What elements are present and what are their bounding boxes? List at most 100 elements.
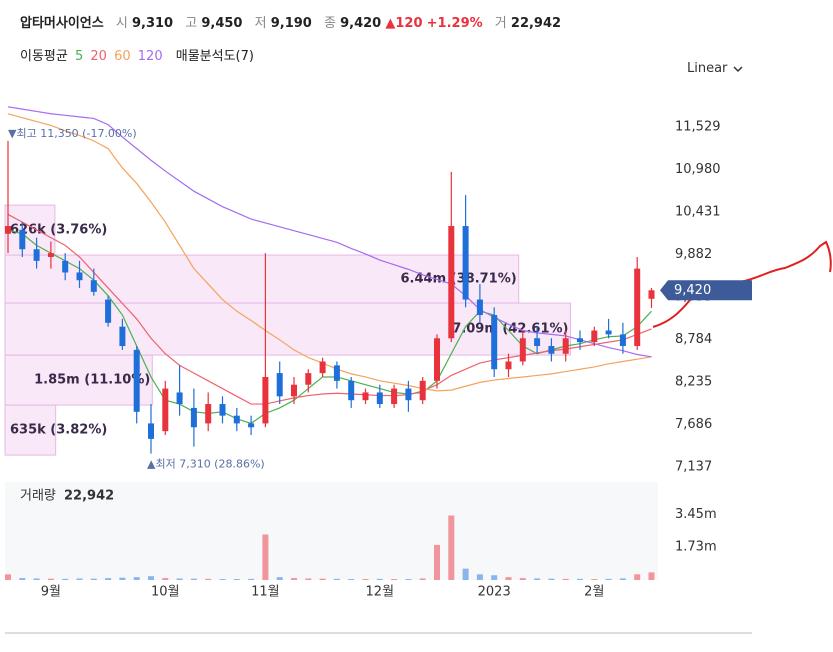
y-tick-label: 11,529 <box>675 120 721 135</box>
x-tick-label: 2월 <box>584 585 604 600</box>
volume-bar <box>419 578 426 580</box>
candle-body <box>305 373 312 385</box>
candle-body <box>348 380 355 401</box>
candle-body <box>419 380 426 401</box>
ma-line <box>7 113 652 392</box>
volume-bar <box>476 574 483 580</box>
volume-bar <box>362 579 369 580</box>
field-value: 9,310 <box>131 16 174 31</box>
volume-bar <box>47 578 54 580</box>
candle-body <box>333 365 340 381</box>
candle-body <box>405 388 412 401</box>
volume-bar <box>5 574 11 580</box>
field-value: 9,190 <box>270 16 312 31</box>
candle-body <box>462 226 469 300</box>
volume-bar <box>462 568 469 580</box>
ma-line <box>7 106 652 358</box>
candle-body <box>262 376 269 424</box>
volume-bar <box>405 579 412 580</box>
y-tick-label: 10,431 <box>675 205 721 220</box>
x-tick-label: 10월 <box>151 585 180 600</box>
volume-bar <box>648 572 655 580</box>
profile-label[interactable]: 매물분석도(7) <box>175 49 254 64</box>
candle-body <box>62 260 69 273</box>
candle-body <box>619 334 626 347</box>
volume-bar <box>376 578 383 580</box>
candle-body <box>47 253 54 257</box>
volume-bar <box>33 578 40 580</box>
candle-body <box>162 388 169 432</box>
candle-body <box>276 373 283 397</box>
candle-body <box>519 338 526 362</box>
candle-body <box>90 280 97 292</box>
volume-bar <box>19 578 26 580</box>
toolbar: 이동평균 5 20 60 120 매물분석도(7) <box>20 45 257 64</box>
profile-bar <box>4 404 57 456</box>
volume-bar <box>233 579 240 580</box>
volume-tick-label: 1.73m <box>675 540 717 555</box>
candle-body <box>434 338 440 381</box>
volume-bar <box>219 579 226 580</box>
volume-value: 22,942 <box>510 16 562 31</box>
volume-bar <box>148 576 154 580</box>
legend-entry[interactable]: 5 <box>74 49 84 64</box>
volume-panel <box>5 482 658 580</box>
candle-body <box>505 361 512 370</box>
candle-body <box>248 423 255 428</box>
volume-bar <box>276 577 283 580</box>
candle-body <box>577 338 583 343</box>
volume-bar <box>434 544 440 580</box>
volume-label: 거 <box>494 16 507 31</box>
candle-body <box>534 338 541 347</box>
candle-body <box>634 268 641 347</box>
volume-bar <box>448 515 455 580</box>
field-label: 종 <box>324 16 336 31</box>
volume-bar <box>605 578 612 580</box>
candle-body <box>562 338 569 354</box>
chevron <box>733 65 743 72</box>
candle-body <box>448 226 455 339</box>
volume-tick-label: 3.45m <box>675 507 717 522</box>
legend-entry[interactable]: 20 <box>90 49 107 64</box>
volume-bar <box>248 578 255 580</box>
field-label: 시 <box>115 16 128 31</box>
candle-body <box>205 404 212 424</box>
candle-body <box>76 272 83 281</box>
y-tick-label: 8,235 <box>675 375 712 390</box>
legend-entry[interactable]: 120 <box>137 49 163 64</box>
candle-body <box>376 392 383 405</box>
legend-entry[interactable]: 60 <box>114 49 131 64</box>
profile-bar <box>4 204 56 256</box>
volume-bar <box>391 579 398 580</box>
profile-label: 1.85m (11.10%) <box>34 373 150 388</box>
scale-dropdown[interactable]: Linear <box>687 61 744 76</box>
candle-body <box>219 404 226 416</box>
volume-bar <box>162 578 169 580</box>
volume-bar <box>291 578 297 580</box>
candle-body <box>648 290 655 299</box>
volume-bar <box>62 578 69 580</box>
candle-body <box>476 299 483 316</box>
candle-body <box>319 361 326 374</box>
y-tick-label: 7,137 <box>675 459 712 474</box>
candle-body <box>591 330 598 343</box>
ma-label[interactable]: 이동평균 <box>20 49 68 64</box>
y-tick-label: 10,980 <box>675 162 721 177</box>
candle-body <box>5 226 11 234</box>
volume-bar <box>105 578 112 580</box>
candle-body <box>19 229 26 250</box>
profile-bar <box>4 302 571 356</box>
volume-title: 거래량 <box>20 489 56 504</box>
volume-bar <box>505 577 512 580</box>
candle-body <box>133 349 140 412</box>
volume-bar <box>577 578 583 580</box>
scale-label: Linear <box>687 61 728 76</box>
header: 압타머사이언스 시 9,310 고 9,450 저 9,190 종 9,420 … <box>20 12 561 31</box>
stock-name: 압타머사이언스 <box>20 16 104 31</box>
volume-bar <box>619 578 626 580</box>
y-tick-label: 9,333 <box>675 290 712 305</box>
field-value: 9,420 <box>340 16 382 31</box>
change-pct: +1.29% <box>426 16 483 31</box>
candle-body <box>391 388 398 405</box>
high-annotation: ▼최고 11,350 (-17.00%) <box>8 127 137 140</box>
